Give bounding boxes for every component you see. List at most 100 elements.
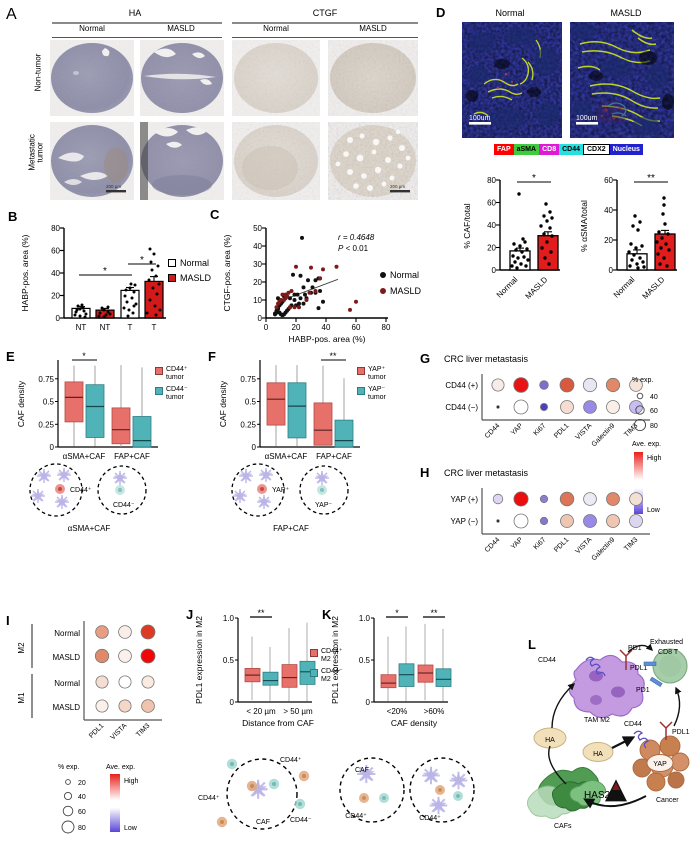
svg-text:YAP (−): YAP (−) [451,517,479,526]
label-pd1-top: PD1 [628,645,642,652]
svg-text:0: 0 [56,314,61,323]
svg-text:% αSMA/total: % αSMA/total [579,200,589,252]
svg-text:*: * [140,255,144,266]
panel-d-bar1: 0 20 40 60 80 % CAF/total * Normal MASLD [462,173,560,301]
panel-a-row-label-2: Metastatic tumor [27,134,45,171]
label-tam-m2: TAM M2 [584,717,610,724]
legend-sub-jk-pos: M2 [321,656,331,664]
legend-item-normal: Normal [168,258,211,268]
panel-a-col-3: Normal [263,24,289,33]
svg-text:*: * [532,173,536,184]
svg-text:0: 0 [492,266,497,275]
legend-swatch-normal [168,259,176,267]
svg-text:60: 60 [604,176,613,185]
svg-text:80: 80 [650,423,658,430]
panel-k-chart: 00.51.0 PDL1 expression in M2 * ** <20% … [330,608,452,728]
panel-d-title-normal: Normal [495,8,525,18]
panel-a-col-2: MASLD [167,24,195,33]
svg-text:10: 10 [253,296,262,305]
legend-label-yap-pos: YAP⁺ [368,366,386,373]
svg-text:CD44 (−): CD44 (−) [445,403,478,412]
panel-l-diagram: CD44 PDL1 TAM M2 PD1 Exhausted CD8 T PD1… [527,639,690,830]
svg-text:YAP: YAP [510,422,525,437]
panel-c-letter: C [210,207,220,222]
panel-a-rule-ha [52,22,222,24]
svg-text:M2: M2 [17,642,26,654]
svg-text:NT: NT [76,323,87,332]
legend-dot-masld [380,288,386,294]
panel-k-letter: K [322,607,332,622]
svg-text:40: 40 [78,794,86,801]
svg-text:*: * [103,266,107,277]
panel-b-letter: B [8,209,18,224]
legend-item-masld: MASLD [168,273,211,283]
legend-sub-cd44-pos: tumor [166,374,184,382]
panel-i-legend-ave-title: Ave. exp. [106,764,135,771]
svg-text:MASLD: MASLD [52,653,80,662]
legend-item-cd44-pos: CD44⁺ tumor [155,366,188,382]
panel-f-legend: YAP⁺ tumor YAP⁻ tumor [357,366,386,402]
svg-text:60: 60 [650,408,658,415]
svg-text:0: 0 [366,698,371,707]
svg-text:20: 20 [51,292,60,301]
panel-a-group-ha: HA [128,8,142,18]
panel-a-col-4: MASLD [359,24,387,33]
svg-text:CD44: CD44 [484,536,502,554]
svg-text:20: 20 [78,780,86,787]
svg-text:Ki67: Ki67 [533,422,548,437]
svg-text:CD44: CD44 [484,422,502,440]
panel-b-ylabel: HABP-pos. area (%) [20,234,30,311]
svg-text:αSMA+CAF: αSMA+CAF [265,452,308,461]
legend-item-yap-neg: YAP⁻ tumor [357,386,386,402]
svg-text:40: 40 [253,242,262,251]
tam-m2-cell [568,654,645,719]
svg-text:100um: 100um [576,115,598,122]
svg-text:> 50 µm: > 50 µm [283,707,313,716]
panel-e-legend: CD44⁺ tumor CD44⁻ tumor [155,366,188,402]
svg-text:80: 80 [487,176,496,185]
panel-a-subrule-1 [52,37,222,38]
label-cd8t: CD8 T [658,649,679,656]
svg-text:20: 20 [253,278,262,287]
svg-text:50: 50 [253,224,262,233]
panel-b-legend: Normal MASLD [168,258,211,283]
svg-text:200 µm: 200 µm [390,184,405,189]
svg-text:0: 0 [50,443,55,452]
label-pd1-bottom: PD1 [636,687,650,694]
svg-text:CAF: CAF [256,819,270,826]
svg-text:0.5: 0.5 [43,398,55,407]
marker-asma: aSMA [513,144,540,155]
panel-c-stat-p: P < 0.01 [338,244,369,253]
svg-text:60: 60 [352,323,361,332]
svg-text:PDL1: PDL1 [553,536,570,553]
panel-k-schematic: CAF CD44⁺ CD44⁺ [339,757,475,823]
svg-text:CD44⁻: CD44⁻ [290,817,312,824]
panel-h-title: CRC liver metastasis [444,468,529,478]
label-cafs: CAFs [554,823,572,830]
panel-l-letter: L [528,637,536,652]
svg-text:>60%: >60% [424,707,445,716]
svg-text:0.25: 0.25 [240,420,256,429]
svg-text:CD44 (+): CD44 (+) [445,381,478,390]
svg-text:0: 0 [258,314,263,323]
svg-text:0: 0 [264,323,269,332]
svg-text:200 µm: 200 µm [106,184,121,189]
jk-legend: CD44⁺ M2 CD44⁻ M2 [310,648,343,684]
legend-swatch-cd44-pos [155,367,163,375]
label-ha-mid: HA [593,751,603,758]
svg-text:40: 40 [51,269,60,278]
svg-text:40: 40 [650,394,658,401]
svg-text:TIM3: TIM3 [623,536,639,552]
svg-text:VISTA: VISTA [575,536,594,555]
panel-c-stat-r: r = 0.4648 [338,233,375,242]
svg-text:CD44⁺: CD44⁺ [198,795,220,802]
legend-item-c-normal: Normal [380,270,421,280]
svg-text:High: High [124,778,139,785]
svg-text:20: 20 [292,323,301,332]
legend-sub-yap-pos: tumor [368,374,386,382]
svg-text:Galectin9: Galectin9 [591,422,617,448]
svg-text:Galectin9: Galectin9 [591,536,617,562]
svg-text:100um: 100um [469,115,491,122]
marker-cd8: CD8 [539,144,560,155]
svg-text:T: T [128,323,133,332]
